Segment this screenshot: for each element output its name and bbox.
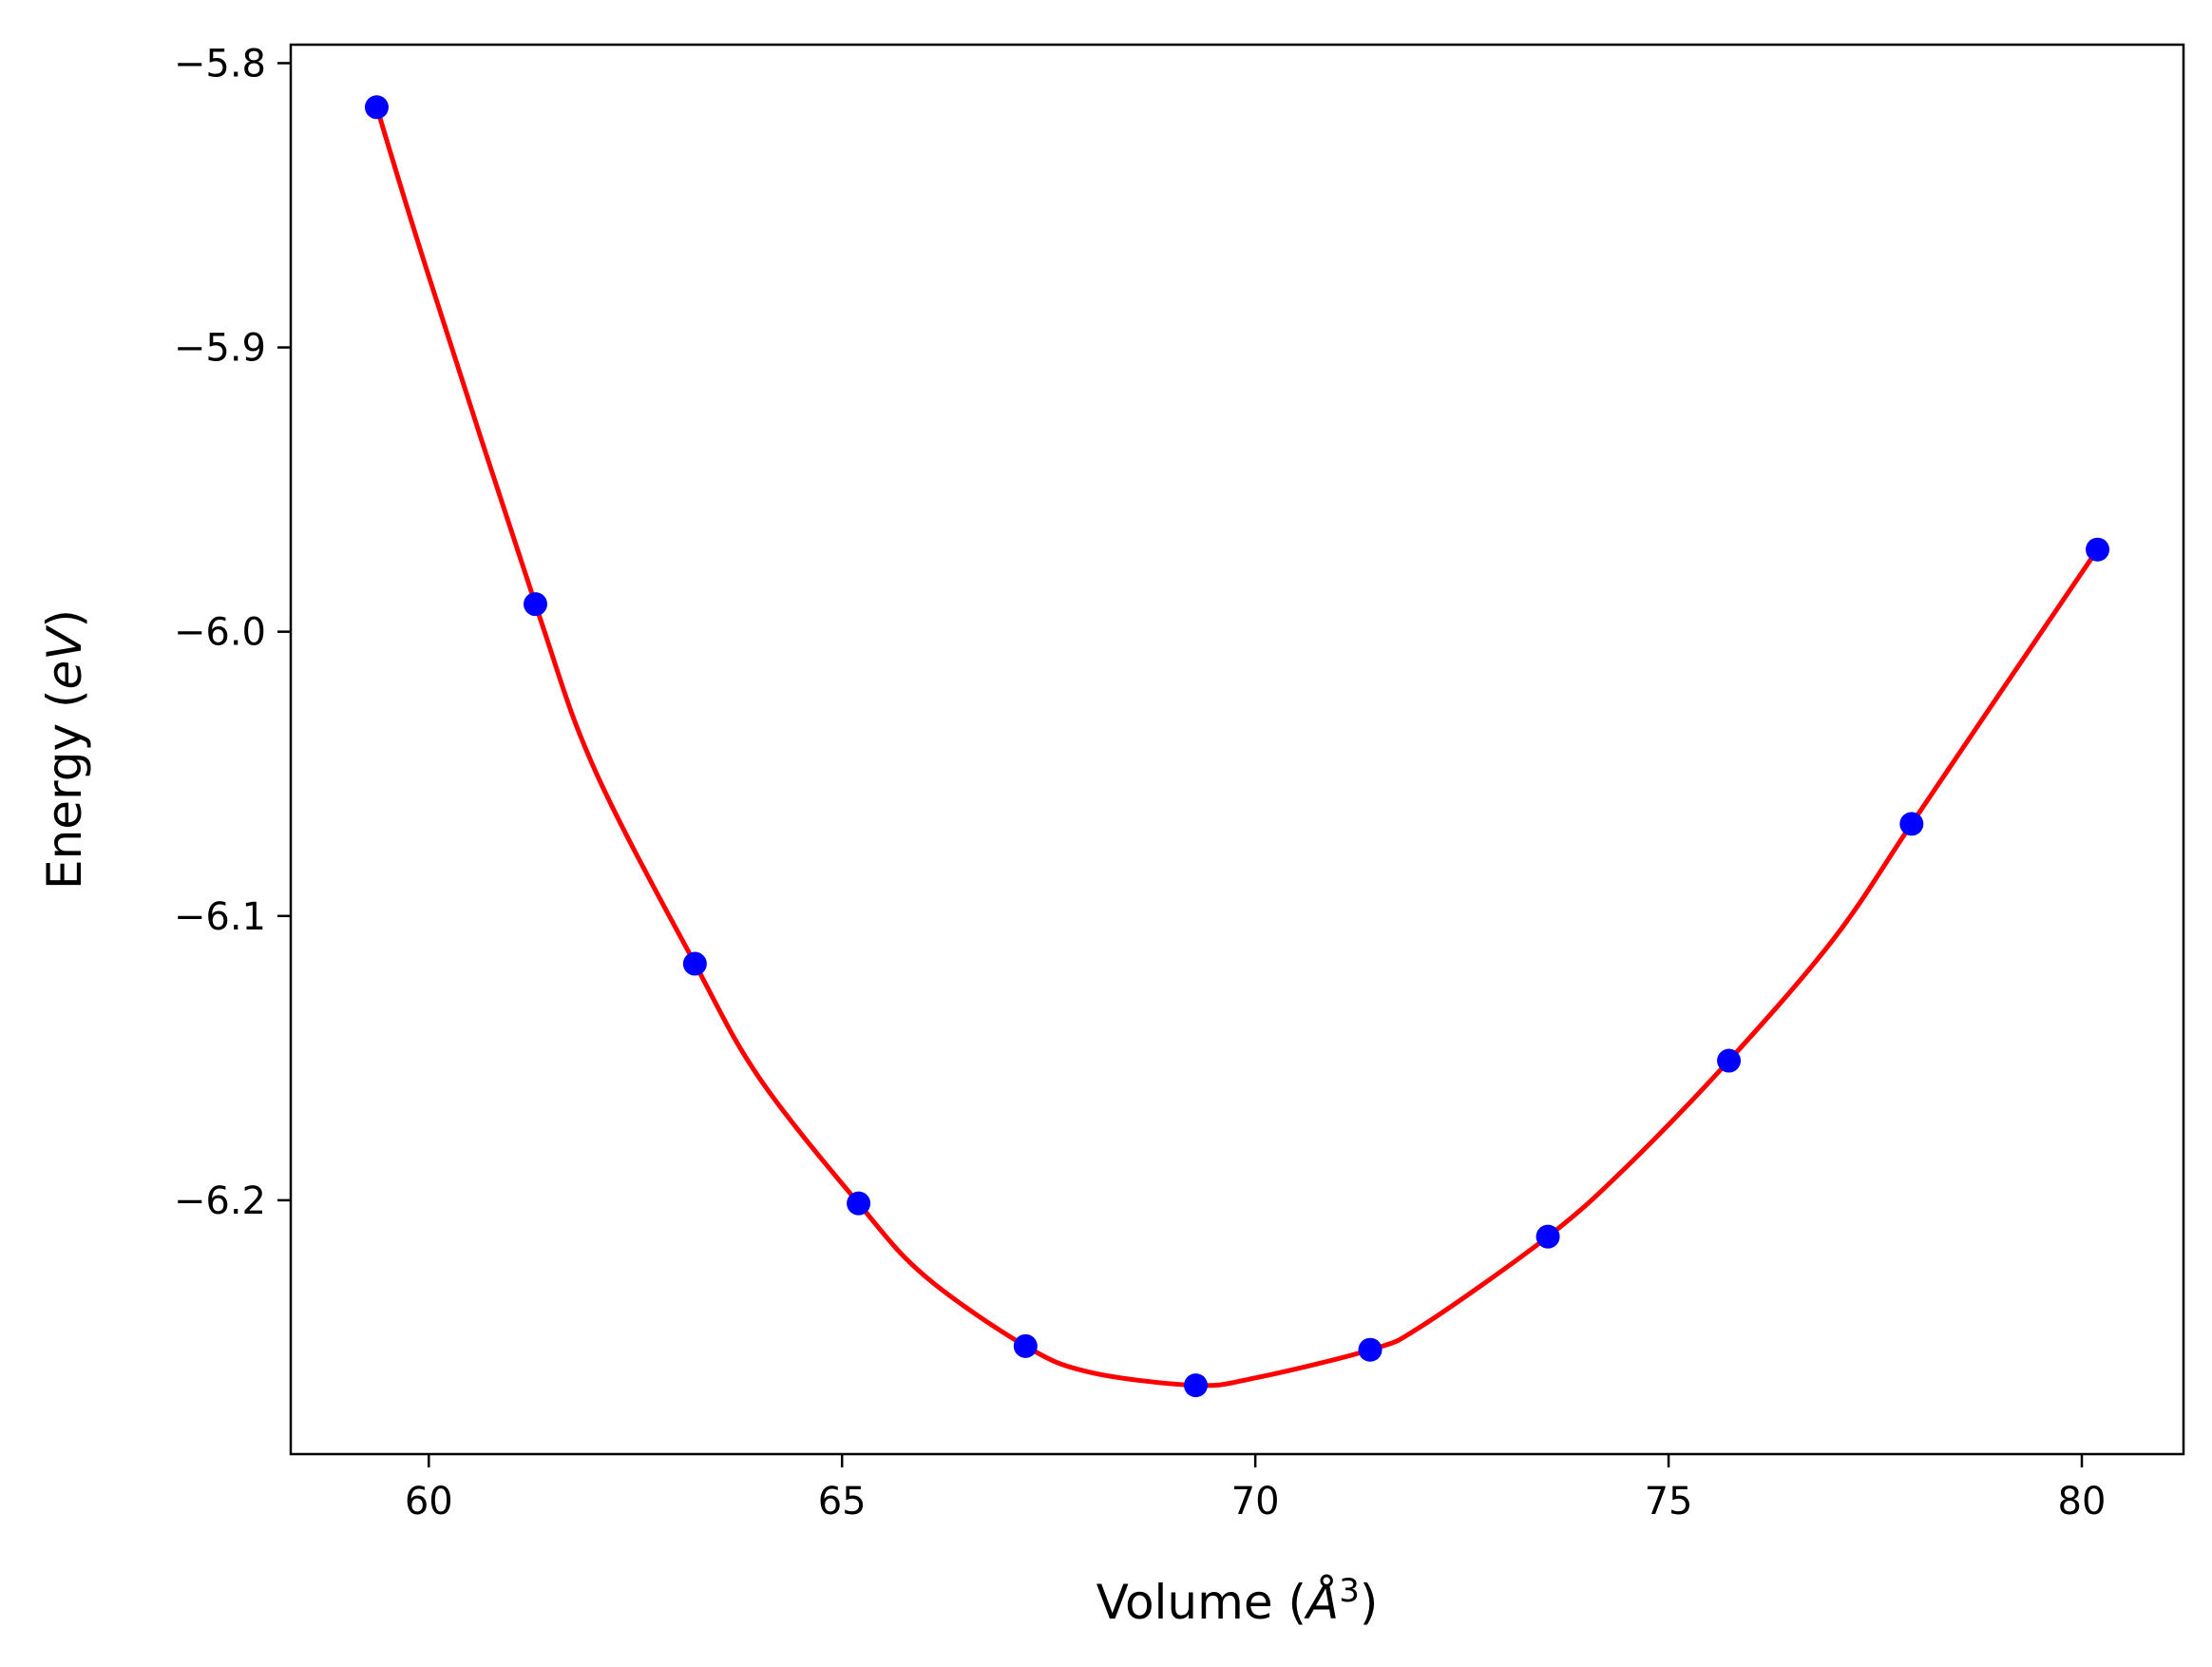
y-axis-ticks: −5.8 −5.9 −6.0 −6.1 −6.2 bbox=[174, 42, 291, 1223]
x-tick-label: 75 bbox=[1645, 1480, 1693, 1523]
data-point bbox=[364, 95, 389, 120]
fit-curve bbox=[374, 106, 2100, 1389]
data-point bbox=[1358, 1337, 1382, 1362]
axes-frame bbox=[289, 43, 2185, 1456]
plot-area bbox=[364, 95, 2110, 1398]
y-tick-label: −6.1 bbox=[174, 895, 266, 939]
data-point bbox=[1717, 1048, 1742, 1073]
data-point bbox=[2086, 537, 2110, 562]
data-point bbox=[1899, 812, 1924, 836]
y-tick-label: −5.9 bbox=[174, 327, 266, 371]
data-point bbox=[847, 1191, 871, 1216]
x-tick-label: 60 bbox=[405, 1480, 453, 1523]
data-point bbox=[523, 592, 547, 617]
y-tick-label: −6.2 bbox=[174, 1179, 266, 1223]
y-tick-label: −5.8 bbox=[174, 42, 266, 86]
data-point bbox=[1184, 1373, 1209, 1398]
y-tick-label: −6.0 bbox=[174, 611, 266, 655]
x-tick-label: 65 bbox=[818, 1480, 867, 1523]
data-point bbox=[1535, 1224, 1560, 1249]
data-point bbox=[682, 951, 707, 976]
x-tick-label: 80 bbox=[2058, 1480, 2107, 1523]
x-tick-label: 70 bbox=[1231, 1480, 1280, 1523]
x-axis-label: Volume (Å3) bbox=[1096, 1572, 1379, 1630]
y-axis-label: Energy (eV) bbox=[37, 609, 92, 890]
x-axis-ticks: 60 65 70 75 80 bbox=[405, 1454, 2107, 1523]
data-point bbox=[1013, 1333, 1038, 1358]
